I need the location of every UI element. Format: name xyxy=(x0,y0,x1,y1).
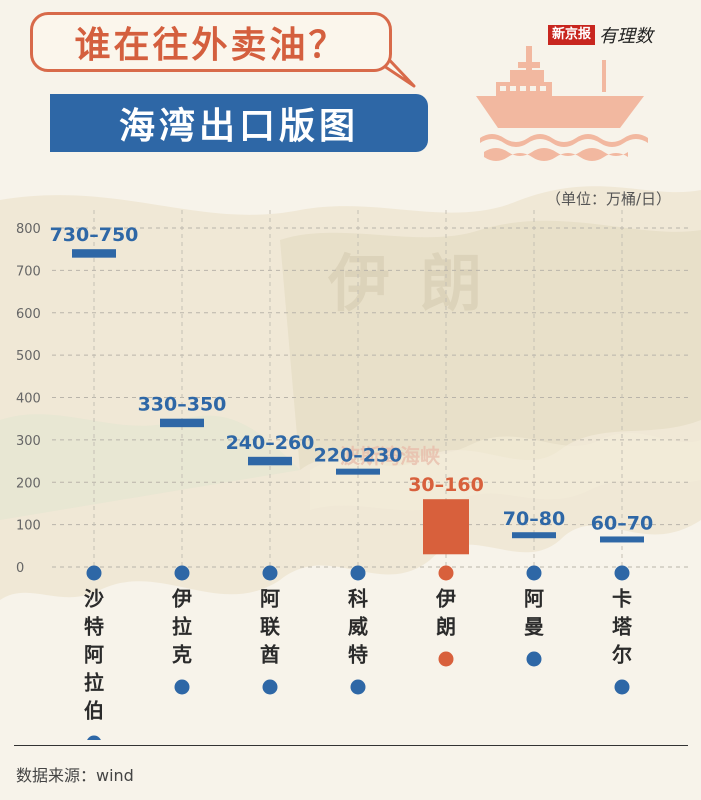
category-dot-bottom xyxy=(174,679,190,695)
category-label-char: 尔 xyxy=(612,643,632,667)
category-dot-bottom xyxy=(350,679,366,695)
range-bar xyxy=(336,468,380,475)
footer-divider xyxy=(14,745,688,746)
category-dot-top xyxy=(174,565,190,581)
page-subtitle: 海湾出口版图 xyxy=(118,106,359,147)
brand-name: 新京报 xyxy=(548,25,596,45)
category-dot-bottom xyxy=(87,735,101,740)
category-label: 科威特 xyxy=(348,587,368,667)
category-label: 伊朗 xyxy=(435,587,456,639)
category-dot-top xyxy=(350,565,366,581)
oil-tanker-icon xyxy=(476,46,648,161)
category-dot-top xyxy=(262,565,278,581)
map-country-label: 伊朗 xyxy=(327,247,512,320)
category-dot-top xyxy=(526,565,542,581)
category-label-char: 威 xyxy=(348,615,368,639)
category-dot-bottom xyxy=(262,679,278,695)
category-label-char: 伊 xyxy=(435,587,456,611)
category-label: 伊拉克 xyxy=(171,587,192,667)
category-label-char: 沙 xyxy=(84,587,104,611)
y-tick-label: 500 xyxy=(16,349,41,364)
title-callout: 谁在往外卖油？ xyxy=(30,12,392,72)
category-label-char: 阿 xyxy=(84,643,104,667)
category-label-char: 塔 xyxy=(612,615,633,639)
y-tick-label: 100 xyxy=(16,519,41,534)
range-bar xyxy=(248,456,292,466)
y-tick-label: 200 xyxy=(16,476,41,491)
y-tick-label: 600 xyxy=(16,307,41,322)
category-label-char: 克 xyxy=(172,643,192,667)
category-label-char: 曼 xyxy=(524,615,544,639)
value-label: 70–80 xyxy=(503,508,565,530)
category-dot-bottom xyxy=(614,679,630,695)
category-label-char: 伊 xyxy=(171,587,192,611)
category-label-char: 伯 xyxy=(84,699,104,723)
y-tick-label: 400 xyxy=(16,392,41,407)
category-dot-bottom xyxy=(526,651,542,667)
category-label-char: 科 xyxy=(348,587,368,611)
value-label: 330–350 xyxy=(138,394,227,416)
category-dot-top xyxy=(438,565,454,581)
oil-export-chart: 0 100 200 300 400 500 600 700 800 730–750 330–350… xyxy=(16,210,690,740)
range-bar xyxy=(160,418,204,428)
value-label: 220–230 xyxy=(314,445,403,467)
value-label: 730–750 xyxy=(50,224,139,246)
y-tick-label: 700 xyxy=(16,264,41,279)
page-title: 谁在往外卖油？ xyxy=(74,25,348,66)
source-note: 数据来源：wind xyxy=(16,766,134,785)
brand-tagline: 有理数 xyxy=(599,26,654,47)
y-tick-label: 800 xyxy=(16,222,41,237)
range-bar xyxy=(423,499,469,555)
category-dot-bottom xyxy=(438,651,454,667)
range-bar xyxy=(512,532,556,539)
category-dot-top xyxy=(86,565,102,581)
subtitle-banner: 海湾出口版图 xyxy=(50,94,428,152)
category-label: 阿联酋 xyxy=(260,587,280,667)
category-label-char: 酋 xyxy=(260,643,280,667)
y-tick-label: 300 xyxy=(16,434,41,449)
value-label: 60–70 xyxy=(591,512,653,534)
category-label-char: 特 xyxy=(348,643,368,667)
value-label: 240–260 xyxy=(226,432,315,454)
y-tick-label: 0 xyxy=(16,561,24,576)
category-label-char: 阿 xyxy=(260,587,280,611)
category-dot-top xyxy=(614,565,630,581)
brand-logo: 新京报 有理数 xyxy=(548,22,653,48)
map-region-label: 波斯湾海峡 xyxy=(340,444,441,468)
unit-note: （单位：万桶/日） xyxy=(546,190,672,208)
category-label-char: 特 xyxy=(84,615,104,639)
category-label-char: 拉 xyxy=(172,615,192,639)
category-label-char: 阿 xyxy=(524,587,544,611)
category-label: 阿曼 xyxy=(524,587,544,639)
category-label-char: 卡 xyxy=(612,587,632,611)
category-label-char: 朗 xyxy=(436,615,456,639)
range-bar xyxy=(600,536,644,543)
category-label: 卡塔尔 xyxy=(612,587,633,667)
category-label-char: 拉 xyxy=(84,671,104,695)
category-label-char: 联 xyxy=(260,615,280,639)
title-callout-box xyxy=(30,12,392,72)
range-bar xyxy=(72,249,116,258)
value-label: 30–160 xyxy=(408,474,484,496)
